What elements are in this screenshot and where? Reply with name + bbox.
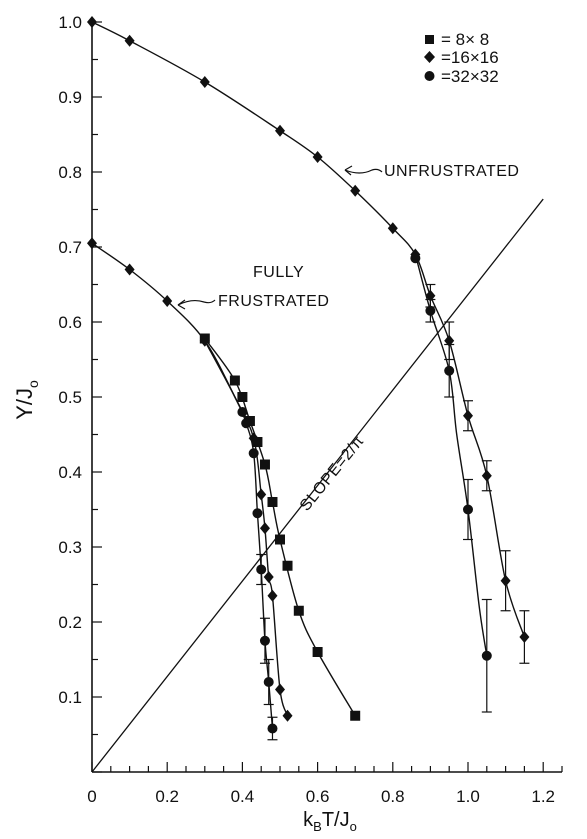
diamond-marker	[263, 571, 274, 583]
circle-marker	[481, 650, 492, 661]
slope-label: SLOPE=2/π	[297, 433, 368, 515]
y-tick-label: 0.6	[58, 313, 82, 332]
x-tick-label: 0.8	[381, 787, 405, 806]
diamond-marker	[259, 522, 270, 535]
x-tick-label: 1.2	[531, 787, 555, 806]
legend-marker-square	[425, 35, 434, 44]
circle-marker	[425, 305, 436, 316]
square-marker	[312, 647, 323, 657]
diamond-marker	[387, 222, 398, 235]
tick-labels: 0 0.2 0.4 0.6 0.8 1.0 1.2 0.1 0.2 0.3 0.4 0.5 0.6 0.7…	[58, 13, 555, 806]
square-marker	[259, 459, 270, 470]
y-tick-label: 0.8	[58, 163, 82, 182]
legend: = 8× 8 =16×16 =32×32	[424, 30, 499, 86]
diamond-marker	[124, 34, 135, 47]
square-marker	[199, 333, 210, 344]
y-axis-label: Υ/Jo	[12, 380, 41, 420]
unfrustrated-label: UNFRUSTRATED	[384, 163, 519, 180]
curve-fully-8	[204, 338, 356, 717]
y-tick-label: 0.3	[58, 538, 82, 557]
annotation-unfrustrated: UNFRUSTRATED	[344, 163, 519, 180]
square-marker	[237, 392, 248, 402]
diamond-marker	[162, 295, 173, 307]
legend-label-8x8: = 8× 8	[441, 30, 489, 49]
axes-frame	[91, 21, 563, 773]
y-tick-label: 0.5	[58, 388, 82, 407]
diamond-marker	[282, 709, 293, 722]
circle-marker	[444, 365, 455, 376]
y-tick-label: 1.0	[58, 13, 82, 32]
diamond-marker	[124, 263, 135, 276]
diamond-marker	[350, 184, 361, 197]
square-marker	[350, 710, 361, 721]
x-tick-label: 0.4	[231, 787, 255, 806]
circle-marker	[252, 508, 263, 519]
legend-label-16x16: =16×16	[441, 48, 499, 67]
annotation-slope: SLOPE=2/π	[297, 433, 368, 515]
diamond-marker	[275, 124, 285, 137]
diamond-marker	[199, 76, 210, 88]
circle-marker	[248, 448, 259, 459]
diamond-marker	[463, 409, 473, 422]
curve-unfrustrated-main	[91, 21, 526, 638]
legend-marker-diamond	[424, 51, 435, 63]
square-marker	[252, 437, 263, 447]
circle-marker	[237, 407, 248, 417]
circle-marker	[241, 418, 252, 429]
curve-fully-16	[91, 242, 289, 716]
square-marker	[293, 605, 304, 616]
y-axis-label-text: Υ/J	[12, 388, 37, 420]
diamond-marker	[519, 631, 530, 643]
circle-marker	[463, 504, 473, 515]
x-tick-label: 0.2	[155, 787, 179, 806]
circle-marker	[267, 723, 278, 734]
x-tick-label: 0.6	[306, 787, 330, 806]
square-marker	[282, 560, 293, 571]
slope-reference-line	[91, 198, 544, 773]
diamond-marker	[267, 589, 278, 602]
frustrated-label: FRUSTRATED	[218, 293, 329, 310]
diamond-marker	[312, 151, 323, 163]
legend-label-32x32: =32×32	[441, 67, 499, 86]
diamond-marker	[444, 334, 455, 347]
diamond-marker	[425, 289, 436, 302]
legend-marker-circle	[424, 71, 435, 81]
annotation-fully-frustrated: FULLY FRUSTRATED	[177, 264, 329, 310]
data-markers	[87, 16, 530, 734]
square-marker	[275, 534, 285, 545]
diamond-marker	[275, 683, 285, 696]
y-tick-label: 0.7	[58, 238, 82, 257]
svg-text:kBT/Jo: kBT/Jo	[303, 809, 357, 834]
circle-marker	[263, 677, 274, 687]
square-marker	[267, 497, 278, 507]
diamond-marker	[87, 16, 97, 28]
x-tick-label: 0	[87, 787, 96, 806]
diamond-marker	[256, 488, 267, 501]
circle-marker	[259, 635, 270, 646]
diamond-marker	[87, 237, 97, 250]
x-axis-label: kBT/Jo	[303, 809, 357, 834]
x-tick-label: 1.0	[456, 787, 480, 806]
diamond-marker	[500, 574, 511, 587]
y-tick-label: 0.2	[58, 613, 82, 632]
square-marker	[229, 375, 240, 386]
y-tick-label: 0.9	[58, 88, 82, 107]
fully-label: FULLY	[253, 264, 304, 281]
y-tick-label: 0.1	[58, 688, 82, 707]
fit-curves	[91, 21, 526, 729]
y-tick-label: 0.4	[58, 463, 82, 482]
circle-marker	[256, 564, 267, 575]
diamond-marker	[481, 469, 492, 482]
circle-marker	[410, 253, 421, 264]
svg-text:Υ/Jo: Υ/Jo	[12, 380, 41, 420]
curve-unfrustrated-32	[414, 254, 488, 656]
